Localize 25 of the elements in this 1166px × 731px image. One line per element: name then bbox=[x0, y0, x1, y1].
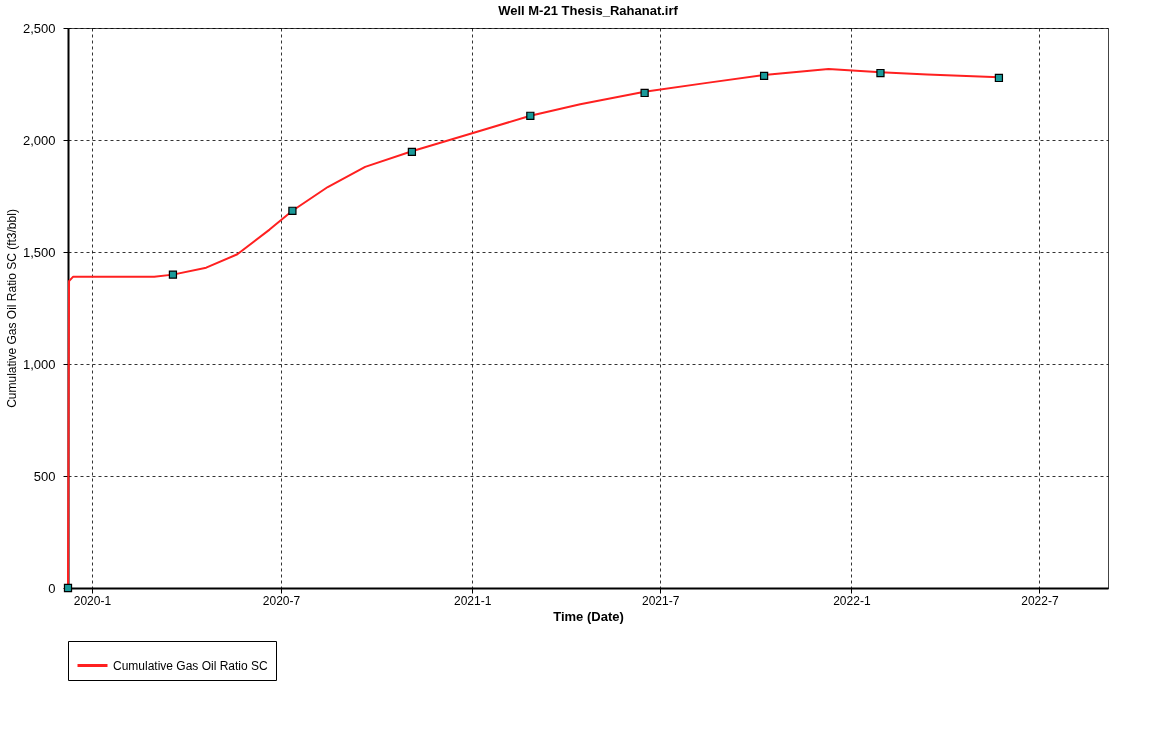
x-tick-label: 2021-1 bbox=[453, 593, 492, 608]
y-tick-label: 1,000 bbox=[22, 356, 56, 372]
point bbox=[640, 88, 649, 98]
x-tick-label: 2022-1 bbox=[833, 593, 871, 608]
point bbox=[759, 71, 769, 81]
y-tick-label: 1,500 bbox=[22, 244, 56, 260]
point bbox=[168, 270, 178, 279]
point bbox=[407, 147, 417, 157]
point bbox=[994, 73, 1004, 83]
point bbox=[288, 206, 297, 215]
point bbox=[63, 583, 73, 593]
y-tick-label: 500 bbox=[33, 468, 56, 484]
legend-label: Cumulative Gas Oil Ratio SC bbox=[113, 658, 269, 673]
y-tick-label: 0 bbox=[48, 580, 56, 596]
x-axis-title: Time (Date) bbox=[553, 608, 624, 624]
x-tick-label: 2020-1 bbox=[73, 593, 112, 608]
y-tick-label: 2,500 bbox=[22, 20, 56, 36]
y-tick-label: 2,000 bbox=[22, 132, 56, 148]
x-tick-label: 2021-7 bbox=[642, 593, 680, 608]
x-tick-label: 2022-7 bbox=[1021, 593, 1059, 608]
x-tick-label: 2020-7 bbox=[262, 593, 301, 608]
point bbox=[876, 68, 885, 78]
y-axis-title: Cumulative Gas Oil Ratio SC (ft3/bbl) bbox=[4, 209, 19, 408]
chart-title: Well M-21 Thesis_Rahanat.irf bbox=[498, 3, 679, 18]
point bbox=[526, 111, 535, 120]
